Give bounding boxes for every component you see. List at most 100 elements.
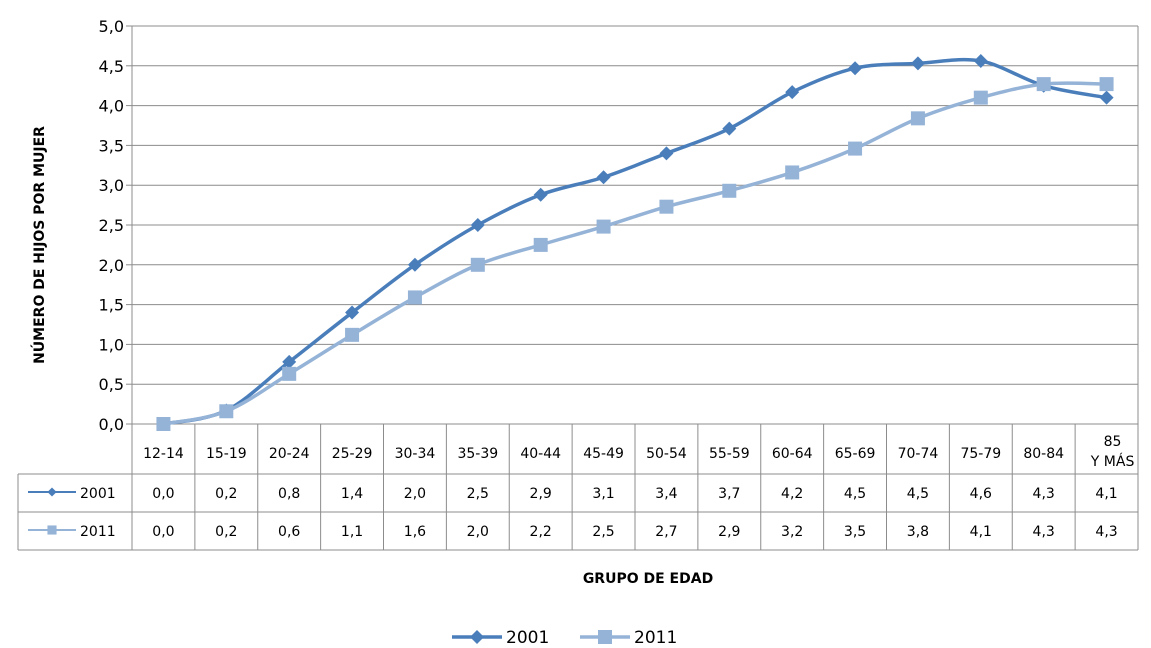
y-axis-ticks: 0,0 0,5 1,0 1,5 2,0 2,5 3,0 3,5 4,0 4,5 5,0 <box>99 17 124 434</box>
table-cell: 2,0 <box>467 524 489 540</box>
data-point-2011 <box>848 142 862 156</box>
y-tick-label: 2,5 <box>99 216 124 235</box>
category-label: 55-59 <box>709 446 750 462</box>
y-axis-title: NÚMERO DE HIJOS POR MUJER <box>30 126 48 364</box>
category-label: 30-34 <box>395 446 436 462</box>
data-point-2011 <box>785 165 799 179</box>
data-point-2011 <box>282 367 296 381</box>
data-point-2011 <box>911 111 925 125</box>
table-cell: 0,6 <box>278 524 300 540</box>
table-cell: 4,5 <box>844 486 866 502</box>
table-cell: 4,3 <box>1033 486 1055 502</box>
category-label: 85 Y MÁS <box>1090 434 1135 470</box>
y-tick-label: 4,5 <box>99 57 124 76</box>
data-point-2011 <box>974 91 988 105</box>
series-line-2001 <box>163 60 1106 424</box>
y-tick-label: 0,5 <box>99 375 124 394</box>
table-cell: 4,3 <box>1033 524 1055 540</box>
table-cell: 3,4 <box>655 486 677 502</box>
legend-marker <box>470 630 484 644</box>
table-cell: 4,5 <box>907 486 929 502</box>
data-point-2001 <box>785 85 799 99</box>
table-cell: 0,0 <box>152 486 174 502</box>
table-series-name: 2001 <box>80 486 116 502</box>
y-tick-label: 3,0 <box>99 176 124 195</box>
legend-item-2011: 2011 <box>580 628 677 648</box>
data-point-2011 <box>345 328 359 342</box>
data-point-2001 <box>722 122 736 136</box>
table-legend-key-marker <box>47 525 56 534</box>
legend-label: 2001 <box>506 628 549 648</box>
legend-label: 2011 <box>634 628 677 648</box>
data-point-2011 <box>156 417 170 431</box>
category-label: 20-24 <box>269 446 310 462</box>
table-cell: 4,2 <box>781 486 803 502</box>
data-point-2001 <box>848 61 862 75</box>
data-point-2011 <box>219 404 233 418</box>
table-cell: 1,1 <box>341 524 363 540</box>
table-legend-key-marker <box>47 487 56 496</box>
data-point-2001 <box>471 218 485 232</box>
table-cell: 2,5 <box>467 486 489 502</box>
category-label: 50-54 <box>646 446 687 462</box>
data-point-2011 <box>471 258 485 272</box>
table-cell: 4,6 <box>970 486 992 502</box>
legend-marker <box>598 630 612 644</box>
table-cell: 3,1 <box>592 486 614 502</box>
data-point-2001 <box>1100 91 1114 105</box>
table-cell: 3,2 <box>781 524 803 540</box>
data-point-2011 <box>408 290 422 304</box>
data-point-2001 <box>659 146 673 160</box>
table-cell: 2,5 <box>592 524 614 540</box>
category-label: 15-19 <box>206 446 247 462</box>
table-cell: 4,1 <box>1095 486 1117 502</box>
data-point-2001 <box>534 188 548 202</box>
legend: 2001 2011 <box>452 628 677 648</box>
data-point-2011 <box>1100 77 1114 91</box>
data-point-2001 <box>597 170 611 184</box>
table-cell: 3,5 <box>844 524 866 540</box>
category-label: 25-29 <box>332 446 373 462</box>
category-label: 70-74 <box>898 446 939 462</box>
table-cell: 0,2 <box>215 524 237 540</box>
category-label: 45-49 <box>583 446 624 462</box>
table-cell: 3,8 <box>907 524 929 540</box>
category-label: 80-84 <box>1023 446 1064 462</box>
table-cell: 2,7 <box>655 524 677 540</box>
series-line-2011 <box>163 83 1106 424</box>
y-tick-label: 5,0 <box>99 17 124 36</box>
table-cell: 3,7 <box>718 486 740 502</box>
x-axis-title: GRUPO DE EDAD <box>583 571 713 587</box>
y-tick-label: 0,0 <box>99 415 124 434</box>
table-cell: 1,4 <box>341 486 363 502</box>
table-cell: 0,2 <box>215 486 237 502</box>
category-label: 75-79 <box>960 446 1001 462</box>
y-tick-label: 3,5 <box>99 136 124 155</box>
table-cell: 0,8 <box>278 486 300 502</box>
data-point-2011 <box>659 200 673 214</box>
data-point-2011 <box>534 238 548 252</box>
data-point-2001 <box>911 56 925 70</box>
series-layer <box>156 54 1113 431</box>
y-tick-label: 4,0 <box>99 97 124 116</box>
category-label: 35-39 <box>457 446 498 462</box>
legend-item-2001: 2001 <box>452 628 549 648</box>
y-tick-label: 1,5 <box>99 296 124 315</box>
table-cell: 2,2 <box>530 524 552 540</box>
table-cell: 0,0 <box>152 524 174 540</box>
table-cell: 4,3 <box>1095 524 1117 540</box>
data-point-2011 <box>1037 77 1051 91</box>
y-tick-label: 1,0 <box>99 335 124 354</box>
table-cell: 4,1 <box>970 524 992 540</box>
y-tick-label: 2,0 <box>99 256 124 275</box>
data-table: 12-14 15-19 20-24 25-29 30-34 35-39 40-44 45-49… <box>18 424 1138 550</box>
table-cell: 2,0 <box>404 486 426 502</box>
category-label: 40-44 <box>520 446 561 462</box>
table-cell: 1,6 <box>404 524 426 540</box>
data-point-2011 <box>597 220 611 234</box>
data-point-2011 <box>722 184 736 198</box>
table-cell: 2,9 <box>530 486 552 502</box>
table-series-name: 2011 <box>80 524 116 540</box>
category-label: 60-64 <box>772 446 813 462</box>
